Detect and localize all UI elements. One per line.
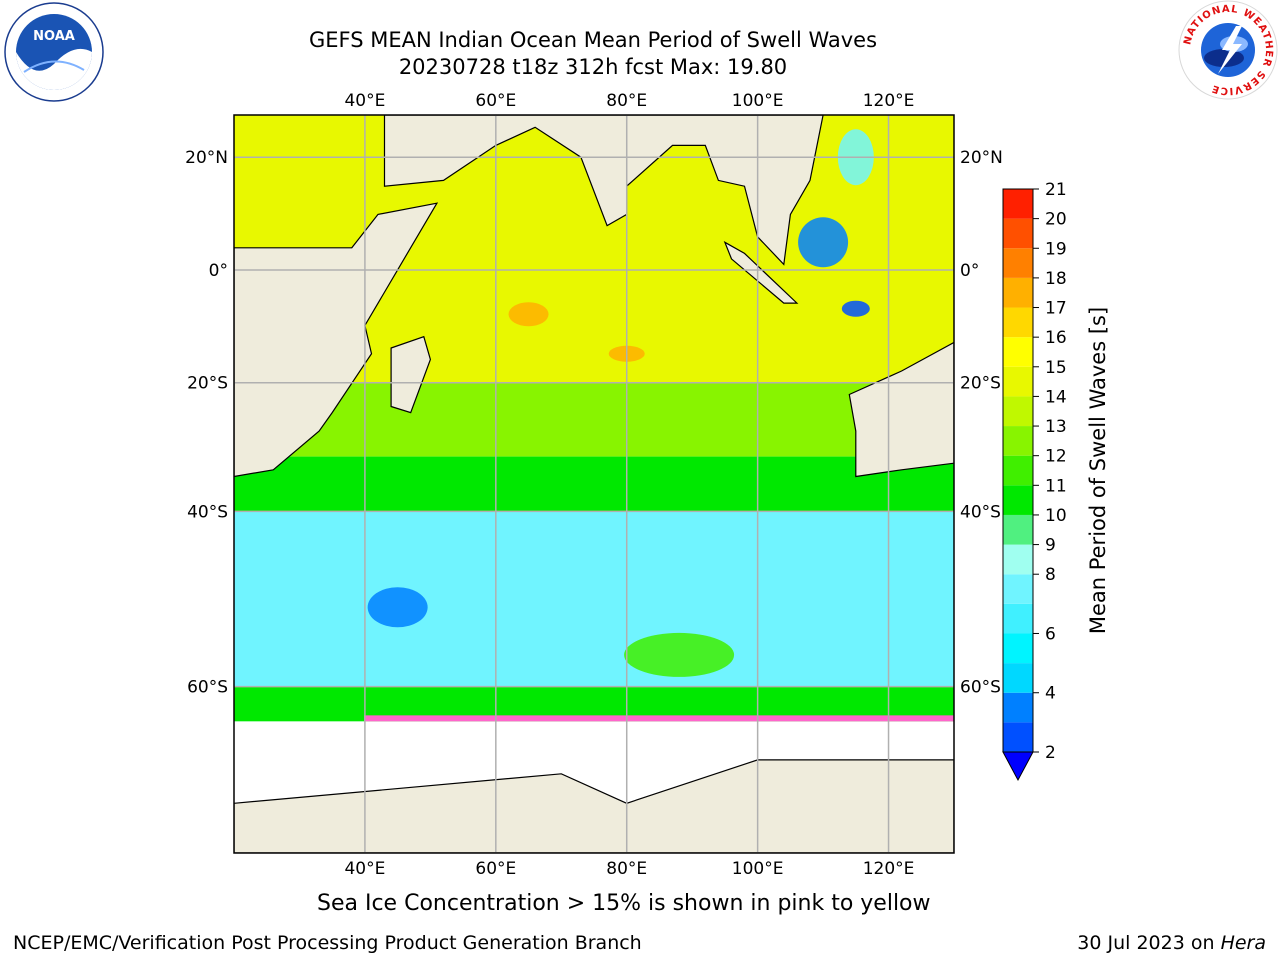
colorbar-segment — [1003, 544, 1033, 575]
map-area — [234, 115, 954, 853]
period-band — [234, 456, 954, 512]
colorbar-segment — [1003, 722, 1033, 752]
colorbar-extend-arrow — [1002, 751, 1034, 782]
colorbar-segment — [1003, 337, 1033, 367]
axis-tick-label: 60°E — [475, 859, 516, 879]
axis-tick-label: 100°E — [732, 91, 784, 111]
axis-tick-label: 20°S — [187, 374, 228, 394]
colorbar-tick-label: 13 — [1045, 417, 1067, 437]
colorbar-tick-label: 6 — [1045, 624, 1056, 644]
axis-tick-label: 60°E — [475, 91, 516, 111]
colorbar-segment — [1003, 663, 1033, 693]
noaa-logo-text: NOAA — [33, 29, 75, 44]
period-band — [234, 511, 954, 687]
period-patch — [624, 632, 735, 677]
colorbar-tick-label: 10 — [1045, 506, 1067, 526]
colorbar-tick-label: 15 — [1045, 358, 1067, 378]
colorbar-tick-label: 8 — [1045, 565, 1056, 585]
colorbar-tick-label: 20 — [1045, 210, 1067, 230]
colorbar-segment — [1003, 574, 1033, 604]
axis-tick-label: 20°N — [185, 148, 228, 168]
colorbar-segment — [1003, 189, 1033, 219]
axis-tick-label: 80°E — [606, 859, 647, 879]
colorbar-tick-label: 4 — [1045, 684, 1056, 704]
period-patch — [798, 217, 849, 268]
nws-logo: NATIONAL WEATHER SERVICE — [1178, 0, 1278, 100]
colorbar-tick-label: 2 — [1045, 743, 1056, 763]
colorbar-segment — [1003, 692, 1033, 723]
bottom-longitude-labels: 40°E 60°E 80°E 100°E 120°E — [344, 859, 914, 879]
left-latitude-labels: 20°N 0° 20°S 40°S 60°S — [185, 148, 228, 697]
colorbar-tick-label: 9 — [1045, 536, 1056, 556]
colorbar-segment — [1003, 455, 1033, 486]
axis-tick-label: 80°E — [606, 91, 647, 111]
colorbar-segment — [1003, 514, 1033, 545]
colorbar-tick-label: 18 — [1045, 269, 1067, 289]
colorbar-tick-label: 19 — [1045, 239, 1067, 259]
axis-tick-label: 60°S — [187, 678, 228, 698]
land-madagascar — [390, 335, 432, 414]
land-sumatra — [723, 240, 799, 304]
colorbar-segment — [1003, 277, 1033, 308]
axis-tick-label: 40°S — [960, 502, 1001, 522]
colorbar-segment — [1003, 396, 1033, 427]
colorbar-segment — [1003, 603, 1033, 634]
period-patch — [367, 587, 428, 628]
land-antarctica — [234, 759, 954, 853]
period-patch — [508, 302, 549, 327]
axis-tick-label: 20°S — [960, 374, 1001, 394]
sea-ice-note: Sea Ice Concentration > 15% is shown in … — [317, 891, 931, 916]
axis-tick-label: 40°E — [344, 91, 385, 111]
chart-title: GEFS MEAN Indian Ocean Mean Period of Sw… — [308, 28, 878, 52]
right-latitude-labels: 20°N 0° 20°S 40°S 60°S — [960, 148, 1003, 697]
axis-tick-label: 120°E — [863, 859, 915, 879]
period-band — [234, 382, 954, 457]
footer-host: Hera — [1220, 932, 1266, 954]
axis-tick-label: 20°N — [960, 148, 1003, 168]
colorbar-segment — [1003, 426, 1033, 456]
colorbar-segment — [1003, 485, 1033, 515]
footer-date: 30 Jul 2023 on Hera — [1077, 932, 1266, 954]
colorbar-segment — [1003, 218, 1033, 249]
footer-branch: NCEP/EMC/Verification Post Processing Pr… — [13, 932, 642, 954]
colorbar-segment — [1003, 248, 1033, 278]
axis-tick-label: 0° — [960, 261, 979, 281]
colorbar-tick-label: 21 — [1045, 180, 1067, 200]
colorbar-label: Mean Period of Swell Waves [s] — [1086, 307, 1110, 634]
colorbar-segment — [1003, 633, 1033, 664]
axis-tick-label: 0° — [209, 261, 228, 281]
axis-tick-label: 40°S — [187, 502, 228, 522]
colorbar-segment — [1003, 366, 1033, 397]
land-africa — [234, 202, 439, 478]
colorbar: 2 4 6 8 9 10 11 12 13 14 15 16 17 18 19 20 21 Mean Period… — [1002, 180, 1110, 782]
footer-date-text: 30 Jul 2023 on — [1077, 932, 1221, 954]
sea-ice-edge — [364, 715, 954, 722]
axis-tick-label: 100°E — [732, 859, 784, 879]
graticule — [234, 115, 954, 853]
map-frame — [233, 114, 955, 854]
noaa-logo: NOAA — [4, 2, 104, 102]
chart-subtitle: 20230728 t18z 312h fcst Max: 19.80 — [398, 55, 788, 79]
axis-tick-label: 120°E — [863, 91, 915, 111]
colorbar-tick-label: 11 — [1045, 476, 1067, 496]
colorbar-tick-label: 16 — [1045, 328, 1067, 348]
colorbar-segment — [1003, 307, 1033, 338]
land-australia — [848, 341, 954, 478]
axis-tick-label: 40°E — [344, 859, 385, 879]
colorbar-tick-label: 17 — [1045, 299, 1067, 319]
axis-tick-label: 60°S — [960, 678, 1001, 698]
colorbar-tick-label: 14 — [1045, 387, 1067, 407]
period-patch — [841, 300, 870, 317]
top-longitude-labels: 40°E 60°E 80°E 100°E 120°E — [344, 91, 914, 111]
colorbar-tick-label: 12 — [1045, 447, 1067, 467]
colorbar-frame — [1002, 188, 1034, 753]
